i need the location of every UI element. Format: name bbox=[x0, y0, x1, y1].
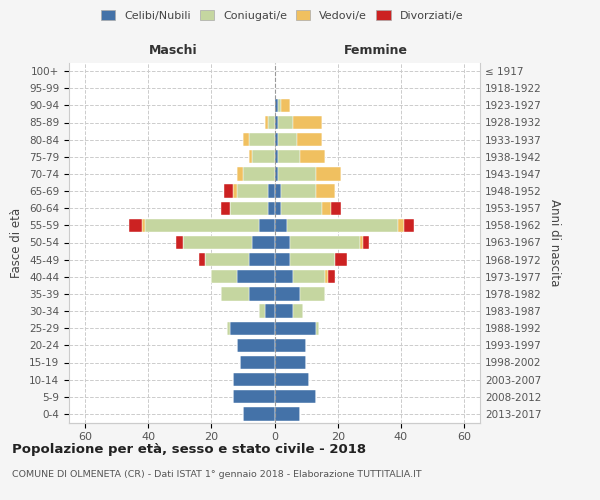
Bar bbox=[275, 167, 278, 180]
Bar bbox=[287, 218, 398, 232]
Bar bbox=[275, 133, 278, 146]
Bar bbox=[183, 236, 253, 249]
Bar bbox=[259, 304, 265, 318]
Bar bbox=[230, 322, 275, 335]
Bar bbox=[233, 390, 275, 404]
Bar bbox=[281, 98, 290, 112]
Bar bbox=[253, 236, 275, 249]
Bar bbox=[325, 270, 328, 283]
Bar bbox=[236, 184, 268, 198]
Bar bbox=[236, 338, 275, 352]
Bar bbox=[275, 407, 300, 420]
Bar bbox=[281, 202, 322, 215]
Y-axis label: Anni di nascita: Anni di nascita bbox=[548, 199, 561, 286]
Bar bbox=[259, 218, 275, 232]
Bar bbox=[275, 98, 278, 112]
Bar bbox=[281, 184, 316, 198]
Bar bbox=[278, 167, 316, 180]
Bar bbox=[236, 167, 243, 180]
Text: Femmine: Femmine bbox=[344, 44, 407, 58]
Bar bbox=[275, 218, 287, 232]
Bar bbox=[275, 287, 300, 300]
Bar bbox=[275, 236, 290, 249]
Bar bbox=[398, 218, 404, 232]
Bar bbox=[293, 270, 325, 283]
Bar bbox=[275, 253, 290, 266]
Bar bbox=[265, 116, 268, 129]
Bar bbox=[249, 253, 275, 266]
Bar bbox=[243, 167, 275, 180]
Bar bbox=[300, 287, 325, 300]
Bar bbox=[278, 133, 296, 146]
Text: Maschi: Maschi bbox=[149, 44, 197, 58]
Bar bbox=[221, 287, 249, 300]
Bar bbox=[275, 322, 316, 335]
Bar bbox=[265, 304, 275, 318]
Bar bbox=[275, 338, 306, 352]
Bar bbox=[300, 150, 325, 164]
Bar bbox=[129, 218, 142, 232]
Bar bbox=[275, 184, 281, 198]
Bar bbox=[142, 218, 145, 232]
Bar bbox=[240, 356, 275, 369]
Bar bbox=[316, 184, 335, 198]
Bar bbox=[275, 390, 316, 404]
Bar bbox=[275, 202, 281, 215]
Bar bbox=[363, 236, 370, 249]
Bar bbox=[316, 167, 341, 180]
Bar bbox=[360, 236, 363, 249]
Bar bbox=[293, 304, 303, 318]
Bar bbox=[278, 98, 281, 112]
Bar bbox=[335, 253, 347, 266]
Bar bbox=[290, 236, 360, 249]
Bar bbox=[278, 116, 293, 129]
Bar bbox=[249, 287, 275, 300]
Bar bbox=[293, 116, 322, 129]
Text: COMUNE DI OLMENETA (CR) - Dati ISTAT 1° gennaio 2018 - Elaborazione TUTTITALIA.I: COMUNE DI OLMENETA (CR) - Dati ISTAT 1° … bbox=[12, 470, 422, 479]
Bar bbox=[278, 150, 300, 164]
Bar bbox=[227, 322, 230, 335]
Y-axis label: Fasce di età: Fasce di età bbox=[10, 208, 23, 278]
Bar bbox=[211, 270, 236, 283]
Bar bbox=[404, 218, 413, 232]
Bar bbox=[275, 356, 306, 369]
Bar bbox=[199, 253, 205, 266]
Bar bbox=[268, 202, 275, 215]
Bar bbox=[233, 184, 236, 198]
Bar bbox=[331, 202, 341, 215]
Bar bbox=[243, 407, 275, 420]
Bar bbox=[268, 116, 275, 129]
Bar bbox=[275, 150, 278, 164]
Bar bbox=[275, 116, 278, 129]
Bar bbox=[233, 373, 275, 386]
Bar bbox=[275, 373, 309, 386]
Bar bbox=[243, 133, 249, 146]
Bar bbox=[268, 184, 275, 198]
Bar bbox=[249, 133, 275, 146]
Bar bbox=[236, 270, 275, 283]
Bar bbox=[322, 202, 331, 215]
Bar bbox=[253, 150, 275, 164]
Bar bbox=[275, 270, 293, 283]
Bar bbox=[145, 218, 259, 232]
Bar bbox=[316, 322, 319, 335]
Bar bbox=[205, 253, 249, 266]
Legend: Celibi/Nubili, Coniugati/e, Vedovi/e, Divorziati/e: Celibi/Nubili, Coniugati/e, Vedovi/e, Di… bbox=[97, 6, 467, 25]
Bar bbox=[224, 184, 233, 198]
Bar bbox=[275, 304, 293, 318]
Bar bbox=[296, 133, 322, 146]
Bar bbox=[328, 270, 335, 283]
Bar bbox=[221, 202, 230, 215]
Bar bbox=[249, 150, 253, 164]
Bar bbox=[290, 253, 335, 266]
Bar bbox=[230, 202, 268, 215]
Text: Popolazione per età, sesso e stato civile - 2018: Popolazione per età, sesso e stato civil… bbox=[12, 442, 366, 456]
Bar bbox=[176, 236, 183, 249]
